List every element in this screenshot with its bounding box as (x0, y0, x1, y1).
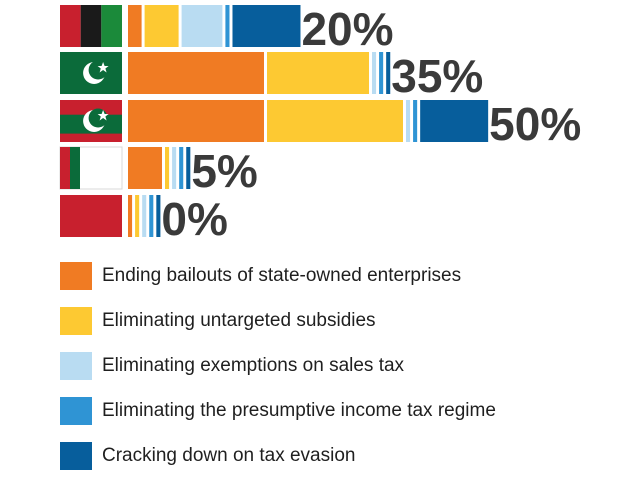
pml-flag-icon (60, 195, 122, 237)
legend-swatch-evasion (60, 442, 92, 470)
total-label-row-5: 0% (161, 193, 227, 245)
bar-presumptive-row-3 (413, 100, 418, 142)
legend-swatch-bailouts (60, 262, 92, 290)
legend-swatch-presumptive (60, 397, 92, 425)
legend-item-sales-tax: Eliminating exemptions on sales tax (60, 352, 496, 380)
legend-swatch-subsidies (60, 307, 92, 335)
chart-legend: Ending bailouts of state-owned enterpris… (60, 262, 496, 470)
bar-subsidies-row-3 (267, 100, 403, 142)
bar-subsidies-row-1 (144, 5, 179, 47)
stacked-bar-chart: 20%35%50% 5%0% (59, 3, 581, 245)
bar-bailouts-row-4 (128, 147, 162, 189)
legend-label-sales-tax: Eliminating exemptions on sales tax (102, 355, 405, 376)
afghanistan-flag-icon (60, 5, 122, 47)
legend-label-presumptive: Eliminating the presumptive income tax r… (102, 400, 496, 421)
legend-label-subsidies: Eliminating untargeted subsidies (102, 310, 376, 331)
bar-bailouts-row-5 (128, 195, 133, 237)
bar-sales-tax-row-1 (181, 5, 223, 47)
total-label-row-2: 35% (391, 50, 483, 102)
legend-item-subsidies: Eliminating untargeted subsidies (60, 307, 496, 335)
legend-swatch-sales-tax (60, 352, 92, 380)
bar-evasion-row-2 (386, 52, 391, 94)
bar-evasion-row-1 (232, 5, 301, 47)
total-label-row-1: 20% (301, 3, 393, 55)
bar-sales-tax-row-4 (172, 147, 177, 189)
total-label-row-3: 50% (489, 98, 581, 150)
legend-item-presumptive: Eliminating the presumptive income tax r… (60, 397, 496, 425)
bar-evasion-row-5 (156, 195, 161, 237)
legend-label-bailouts: Ending bailouts of state-owned enterpris… (102, 265, 462, 286)
bar-bailouts-row-2 (128, 52, 264, 94)
legend-item-evasion: Cracking down on tax evasion (60, 442, 496, 470)
ppp-flag-icon (59, 146, 123, 190)
bar-evasion-row-4 (186, 147, 191, 189)
bar-subsidies-row-5 (135, 195, 140, 237)
pti-flag-icon (60, 100, 122, 142)
total-label-row-4: 5% (191, 145, 257, 197)
bar-presumptive-row-1 (225, 5, 230, 47)
bar-sales-tax-row-3 (406, 100, 411, 142)
bar-sales-tax-row-5 (142, 195, 147, 237)
legend-item-bailouts: Ending bailouts of state-owned enterpris… (60, 262, 496, 290)
bar-presumptive-row-2 (379, 52, 384, 94)
bar-subsidies-row-2 (267, 52, 369, 94)
bar-presumptive-row-5 (149, 195, 154, 237)
bar-bailouts-row-1 (128, 5, 142, 47)
bar-sales-tax-row-2 (372, 52, 377, 94)
bar-presumptive-row-4 (179, 147, 184, 189)
pakistan-flag-icon (60, 52, 122, 94)
legend-label-evasion: Cracking down on tax evasion (102, 445, 356, 466)
bar-bailouts-row-3 (128, 100, 264, 142)
bar-subsidies-row-4 (165, 147, 170, 189)
bar-evasion-row-3 (420, 100, 489, 142)
